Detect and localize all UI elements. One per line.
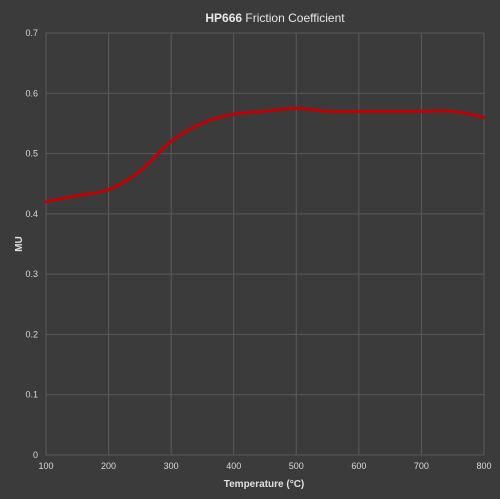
- x-tick-label: 700: [414, 461, 429, 471]
- y-tick-label: 0.4: [25, 209, 38, 219]
- tick-labels: 0 0.1 0.2 0.3 0.4 0.5 0.6 0.7 100 200 300 400 500 600…: [25, 28, 491, 471]
- chart-title: HP666 Friction Coefficient: [205, 11, 345, 25]
- y-tick-label: 0.2: [25, 329, 38, 339]
- chart-title-bold: HP666: [205, 11, 242, 25]
- x-tick-label: 400: [226, 461, 241, 471]
- x-tick-label: 200: [101, 461, 116, 471]
- x-axis-label: Temperature (°C): [224, 479, 305, 490]
- y-axis-label: MU: [14, 236, 25, 252]
- y-tick-label: 0: [33, 450, 38, 460]
- y-tick-label: 0.1: [25, 390, 38, 400]
- plot-area: [46, 33, 484, 455]
- series-layer: [44, 106, 486, 204]
- x-tick-label: 300: [164, 461, 179, 471]
- y-tick-label: 0.7: [25, 28, 38, 38]
- y-tick-label: 0.6: [25, 88, 38, 98]
- x-tick-label: 500: [289, 461, 304, 471]
- x-tick-label: 600: [351, 461, 366, 471]
- chart-title-rest: Friction Coefficient: [242, 11, 345, 25]
- grid-lines: [45, 32, 485, 456]
- x-tick-label: 100: [38, 461, 53, 471]
- y-tick-label: 0.3: [25, 269, 38, 279]
- y-tick-label: 0.5: [25, 149, 38, 159]
- x-tick-label: 800: [476, 461, 491, 471]
